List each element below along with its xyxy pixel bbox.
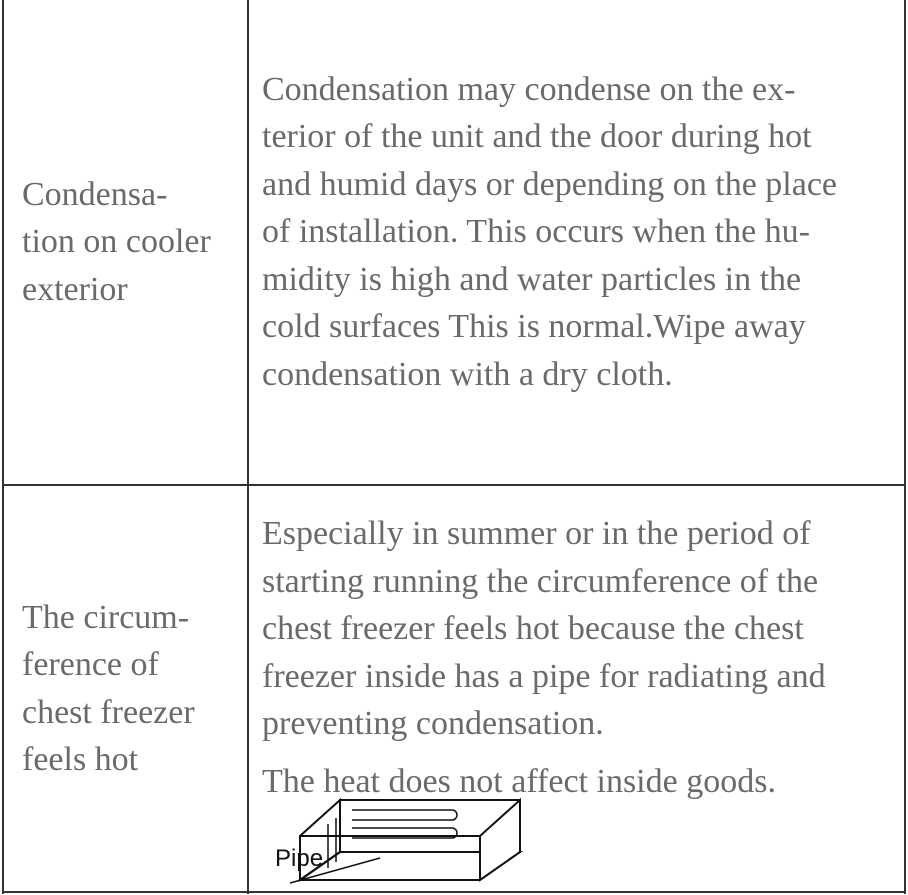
solution-line: starting running the circumference of th… [262,558,902,606]
solution-line: Condensation may condense on the ex- [262,66,902,114]
solution-line: and humid days or depending on the place [262,161,902,209]
solution-line: Especially in summer or in the period of [262,510,902,558]
page: Condensa-tion on coolerexterior Condensa… [0,0,908,895]
solution-line: preventing condensation. [262,700,902,748]
paragraph: Especially in summer or in the period of… [262,510,902,748]
border [904,0,906,894]
border [2,0,4,894]
paragraph: Condensation may condense on the ex-teri… [262,66,902,399]
problem-line: tion on cooler [22,218,246,266]
solution-line: freezer inside has a pipe for radiating … [262,653,902,701]
border [2,891,906,893]
freezer-diagram: Pipe [270,788,630,888]
solution-line: of installation. This occurs when the hu… [262,208,902,256]
solution-line: cold surfaces This is normal.Wipe away [262,303,902,351]
problem-line: chest freezer [22,689,246,737]
problem-line: ference of [22,641,246,689]
solution-cell: Condensation may condense on the ex-teri… [262,0,902,484]
problem-line: exterior [22,266,246,314]
problem-line: feels hot [22,736,246,784]
solution-line: terior of the unit and the door during h… [262,113,902,161]
problem-line: Condensa- [22,171,246,219]
border [247,0,249,894]
problem-line: The circum- [22,594,246,642]
solution-line: condensation with a dry cloth. [262,351,902,399]
pipe-label: Pipe [275,845,323,872]
solution-line: chest freezer feels hot because the ches… [262,605,902,653]
solution-line: midity is high and water particles in th… [262,256,902,304]
